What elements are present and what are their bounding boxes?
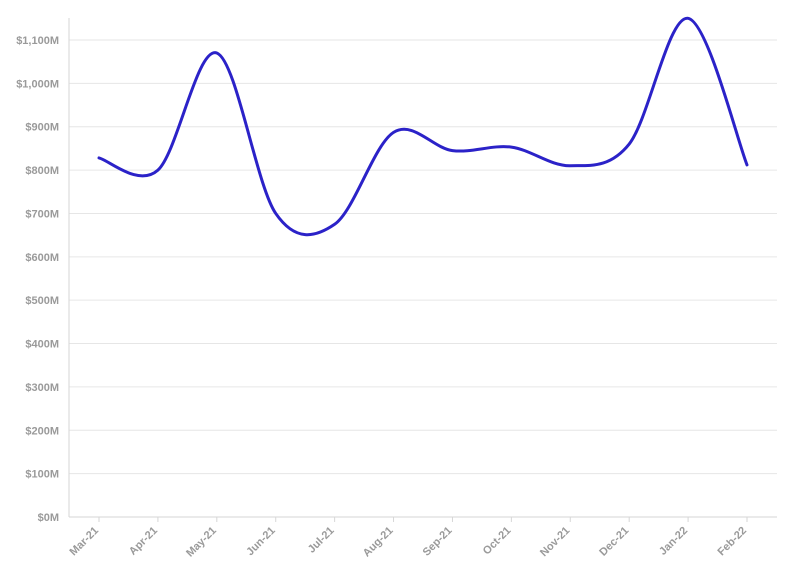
x-tick-label: Mar-21	[68, 525, 102, 559]
x-tick-label: Sep-21	[421, 525, 455, 559]
y-tick-label: $700M	[25, 208, 59, 220]
y-tick-label: $200M	[25, 425, 59, 437]
x-tick-label: Aug-21	[361, 525, 396, 560]
x-tick-label: Jun-21	[244, 525, 278, 559]
x-tick-label: Dec-21	[597, 525, 631, 559]
series-group	[97, 16, 749, 237]
x-tick-label: Apr-21	[127, 525, 160, 558]
x-tick-label: Nov-21	[538, 525, 572, 559]
y-tick-label: $500M	[25, 295, 59, 307]
y-tick-label: $900M	[25, 122, 59, 134]
y-tick-label: $1,000M	[16, 78, 59, 90]
x-axis-ticks	[98, 517, 748, 522]
axes	[68, 18, 777, 518]
x-axis-labels: Mar-21 Apr-21 May-21 Jun-21 Jul-21 Aug-21 Sep-…	[68, 525, 750, 560]
gridlines	[69, 39, 777, 475]
y-tick-label: $0M	[38, 512, 59, 524]
y-tick-label: $800M	[25, 165, 59, 177]
x-tick-label: Jan-22	[657, 525, 690, 558]
x-tick-label: May-21	[184, 525, 219, 560]
y-axis-labels: $0M $100M $200M $300M $400M $500M $600M $700M $8…	[16, 35, 59, 524]
y-tick-label: $600M	[25, 252, 59, 264]
y-tick-label: $400M	[25, 339, 59, 351]
y-tick-label: $100M	[25, 469, 59, 481]
series-line	[97, 16, 749, 237]
x-tick-label: Oct-21	[481, 525, 514, 558]
y-tick-label: $1,100M	[16, 35, 59, 47]
y-tick-label: $300M	[25, 382, 59, 394]
x-tick-label: Jul-21	[306, 525, 337, 556]
x-tick-label: Feb-22	[716, 525, 750, 559]
